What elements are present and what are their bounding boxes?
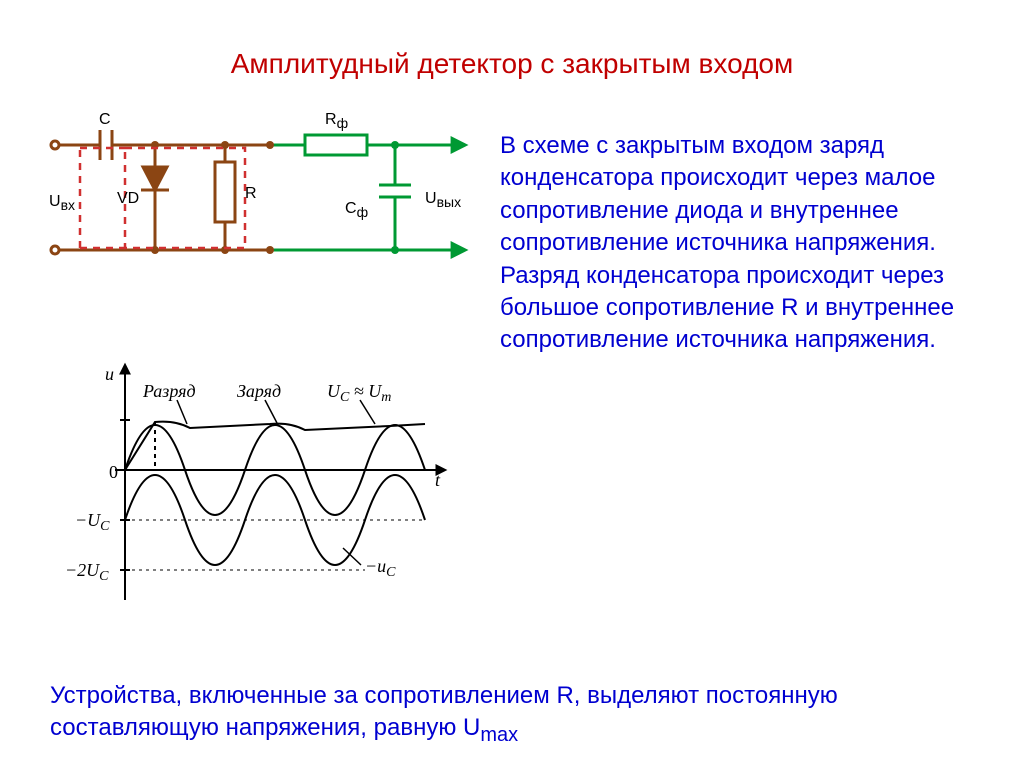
- slide-title: Амплитудный детектор с закрытым входом: [0, 48, 1024, 80]
- label-discharge: Разряд: [142, 381, 196, 401]
- label-Rf: Rф: [325, 111, 348, 131]
- label-minus-2uc: −2UC: [65, 560, 109, 584]
- label-R: R: [245, 185, 257, 202]
- footer-sub: max: [480, 724, 518, 746]
- axis-t: t: [435, 470, 441, 490]
- footer-paragraph: Устройства, включенные за сопротивлением…: [50, 680, 970, 749]
- label-Uout: Uвых: [425, 190, 461, 210]
- axis-zero: 0: [109, 462, 118, 482]
- label-VD: VD: [117, 190, 139, 207]
- label-C: C: [99, 111, 111, 128]
- body-paragraph: В схеме с закрытым входом заряд конденса…: [500, 130, 970, 357]
- label-Cf: Cф: [345, 200, 368, 220]
- label-Uin: Uвх: [49, 193, 75, 213]
- axis-u: u: [105, 364, 114, 384]
- waveform-diagram: u 0 t Разряд Заряд UC ≈ Um −UC −2UC −uC: [65, 350, 465, 620]
- label-neg-uc-wave: −uC: [365, 556, 396, 580]
- label-minus-uc: −UC: [75, 510, 110, 534]
- label-uc-um: UC ≈ Um: [327, 381, 391, 405]
- circuit-diagram: C Rф Cф Uвх VD R Uвых: [45, 100, 485, 290]
- label-charge: Заряд: [237, 381, 281, 401]
- footer-text-a: Устройства, включенные за сопротивлением…: [50, 682, 838, 741]
